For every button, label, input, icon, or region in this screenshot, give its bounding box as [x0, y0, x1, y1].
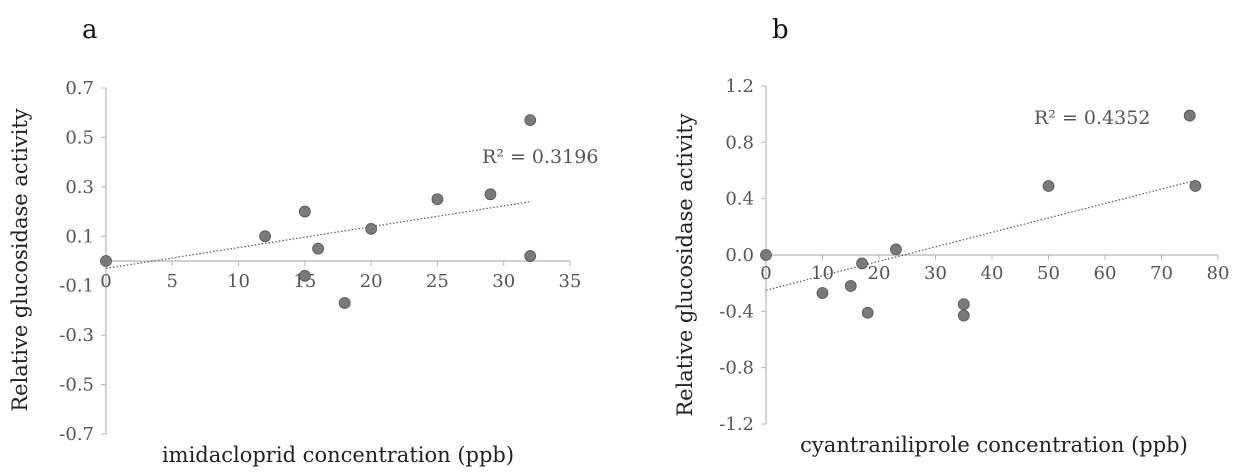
x-axis-title-b: cyantraniliprole concentration (ppb) [800, 433, 1188, 457]
x-tick-label: 10 [811, 263, 834, 284]
data-point [856, 257, 868, 270]
data-point [365, 222, 378, 235]
data-point [890, 243, 902, 256]
x-tick-label: 50 [1037, 263, 1060, 284]
data-point [957, 298, 970, 311]
y-tick-label: 0.8 [725, 132, 754, 153]
x-tick-label: 60 [1094, 263, 1117, 284]
chart-panel-b: b R² = 0.4352 cyantraniliprole concentra… [673, 15, 1229, 457]
x-tick-label: 25 [426, 271, 449, 292]
trendline [105, 201, 531, 270]
y-tick-label: -1.2 [719, 414, 754, 435]
x-tick-label: 30 [924, 263, 947, 284]
x-tick-label: 0 [760, 263, 771, 284]
x-tick-label: 20 [360, 271, 383, 292]
y-tick-label: 0.1 [65, 226, 94, 247]
data-point [844, 280, 857, 292]
data-point [298, 205, 311, 218]
y-axis-title-b: Relative glucosidase activity [673, 113, 697, 416]
x-axis-title-a: imidacloprid concentration (ppb) [162, 443, 514, 467]
trendline [765, 179, 1196, 291]
x-tick-label: 10 [227, 271, 250, 292]
data-point [760, 249, 772, 261]
panel-label-a: a [82, 15, 98, 45]
data-point [100, 255, 112, 267]
data-point [957, 309, 970, 322]
x-tick-label: 20 [868, 263, 891, 284]
data-point [298, 269, 311, 282]
x-tick-label: 40 [981, 263, 1004, 284]
x-tick-label: 80 [1207, 263, 1230, 284]
data-point [1189, 180, 1202, 192]
data-point [1042, 180, 1055, 192]
y-tick-label: 1.2 [725, 76, 754, 97]
x-tick-label: 35 [559, 271, 582, 292]
data-point [431, 193, 444, 206]
x-tick-label: 5 [167, 271, 178, 292]
y-tick-label: -0.5 [59, 375, 94, 396]
data-point [1183, 109, 1196, 122]
y-tick-label: -0.3 [59, 325, 94, 346]
data-point [524, 114, 537, 127]
panel-label-b: b [772, 15, 789, 45]
y-tick-label: 0.0 [725, 245, 754, 266]
chart-panel-a: a R² = 0.3196 imidacloprid concentration… [8, 15, 598, 467]
y-tick-label: -0.7 [59, 424, 94, 445]
y-tick-label: 0.7 [65, 78, 94, 99]
y-tick-label: -0.8 [719, 358, 754, 379]
x-tick-label: 0 [100, 271, 111, 292]
x-tick-label: 70 [1150, 263, 1173, 284]
data-point [338, 297, 351, 309]
data-point [259, 230, 271, 243]
data-point [861, 306, 874, 319]
y-tick-label: 0.5 [65, 127, 94, 148]
x-tick-label: 30 [492, 271, 515, 292]
y-tick-label: -0.4 [719, 301, 754, 322]
data-point [484, 188, 497, 201]
y-tick-label: -0.1 [59, 276, 94, 297]
r-squared-annotation-b: R² = 0.4352 [1034, 107, 1150, 129]
y-tick-label: 0.4 [725, 189, 754, 210]
data-point [312, 242, 325, 255]
y-tick-label: 0.3 [65, 177, 94, 198]
r-squared-annotation-a: R² = 0.3196 [482, 146, 598, 168]
data-point [816, 287, 829, 299]
data-point [524, 250, 537, 262]
y-axis-title-a: Relative glucosidase activity [8, 108, 32, 411]
